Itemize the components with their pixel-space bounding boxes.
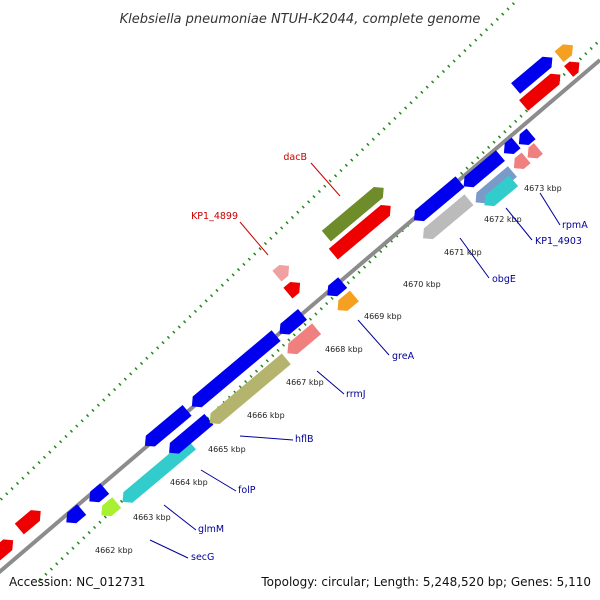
gene-label-greA[interactable]: greA xyxy=(392,351,415,362)
reverse-gene-arrow[interactable] xyxy=(475,166,517,204)
gene-arrow-secG[interactable] xyxy=(101,497,122,517)
gene-label-folP[interactable]: folP xyxy=(238,485,256,496)
genome-summary-text: Topology: circular; Length: 5,248,520 bp… xyxy=(260,575,591,589)
reverse-gene-arrow[interactable] xyxy=(191,330,281,408)
gene-callout-lines xyxy=(149,162,561,559)
reverse-gene-arrow[interactable] xyxy=(327,277,348,297)
forward-gene-arrow[interactable] xyxy=(283,282,301,299)
gene-label-secG[interactable]: secG xyxy=(191,552,214,563)
reverse-gene-arrow[interactable] xyxy=(66,504,87,524)
kbp-scale: 4662 kbp 4663 kbp 4664 kbp 4665 kbp 4666… xyxy=(95,184,562,555)
reverse-gene-arrow[interactable] xyxy=(527,143,543,159)
gene-arrow-folP[interactable] xyxy=(169,413,214,454)
callout-line-hflB xyxy=(239,435,294,441)
gene-label-KP1_4903[interactable]: KP1_4903 xyxy=(535,236,582,247)
gene-label-dacB[interactable]: dacB xyxy=(283,152,307,163)
gene-arrow-dacB[interactable] xyxy=(321,187,384,242)
gene-label-rrmJ[interactable]: rrmJ xyxy=(346,389,366,400)
callout-line-obgE xyxy=(459,237,490,279)
map-title: Klebsiella pneumoniae NTUH-K2044, comple… xyxy=(120,12,481,27)
gene-arrow-hflB[interactable] xyxy=(209,353,291,425)
kbp-label: 4667 kbp xyxy=(286,378,324,387)
reverse-gene-arrow[interactable] xyxy=(279,309,308,335)
callout-line-greA xyxy=(357,319,390,356)
gene-arrow-rrmJ[interactable] xyxy=(287,323,322,355)
gene-label-KP1_4899[interactable]: KP1_4899 xyxy=(191,211,238,222)
forward-gene-arrow[interactable] xyxy=(0,539,14,561)
callout-line-dacB xyxy=(310,162,341,197)
callout-line-glmM xyxy=(163,504,197,531)
callout-line-KP1_4903 xyxy=(505,207,533,241)
accession-text: Accession: NC_012731 xyxy=(9,575,145,589)
forward-gene-arrow[interactable] xyxy=(519,73,561,111)
callout-line-secG xyxy=(149,539,189,559)
callout-line-folP xyxy=(200,469,237,492)
gene-label-glmM[interactable]: glmM xyxy=(198,524,224,535)
kbp-label: 4668 kbp xyxy=(325,345,363,354)
reverse-gene-arrow[interactable] xyxy=(89,483,110,503)
callout-line-rrmJ xyxy=(316,370,345,395)
gene-label-hflB[interactable]: hflB xyxy=(295,434,314,445)
gene-arrow-glmM[interactable] xyxy=(122,438,197,503)
callout-line-KP1_4899 xyxy=(239,221,269,256)
forward-gene-arrow[interactable] xyxy=(554,44,573,63)
kbp-label: 4671 kbp xyxy=(444,248,482,257)
kbp-label: 4669 kbp xyxy=(364,312,402,321)
reverse-gene-arrow[interactable] xyxy=(463,150,505,188)
kbp-label: 4670 kbp xyxy=(403,280,441,289)
forward-gene-arrow[interactable] xyxy=(14,510,41,535)
forward-gene-arrow[interactable] xyxy=(564,61,580,77)
reverse-gene-arrow[interactable] xyxy=(144,405,192,447)
gene-arrow-KP1_4899[interactable] xyxy=(272,265,290,282)
kbp-label: 4662 kbp xyxy=(95,546,133,555)
kbp-label: 4664 kbp xyxy=(170,478,208,487)
forward-gene-arrow[interactable] xyxy=(511,56,553,94)
forward-gene-arrow[interactable] xyxy=(328,205,391,260)
gene-arrow-greA[interactable] xyxy=(337,290,359,311)
gene-arrow-rpmA[interactable] xyxy=(513,152,531,170)
callout-line-rpmA xyxy=(539,192,561,226)
gene-arrow-KP1_4903[interactable] xyxy=(484,175,519,207)
gene-arrow-obgE[interactable] xyxy=(423,194,474,240)
gene-label-obgE[interactable]: obgE xyxy=(492,274,516,285)
gene-features xyxy=(0,44,580,561)
kbp-label: 4666 kbp xyxy=(247,411,285,420)
reverse-gene-arrow[interactable] xyxy=(414,176,465,222)
kbp-label: 4673 kbp xyxy=(524,184,562,193)
reverse-gene-arrow[interactable] xyxy=(503,137,521,155)
kbp-label: 4665 kbp xyxy=(208,445,246,454)
kbp-label: 4672 kbp xyxy=(484,215,522,224)
gene-label-rpmA[interactable]: rpmA xyxy=(562,220,588,231)
reverse-gene-arrow[interactable] xyxy=(518,128,536,146)
kbp-label: 4663 kbp xyxy=(133,513,171,522)
